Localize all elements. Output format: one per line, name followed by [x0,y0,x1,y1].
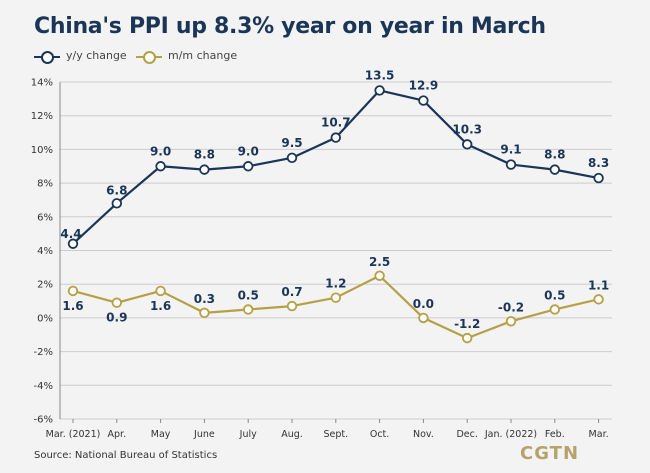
legend-marker-yy [41,51,54,64]
data-label-yy: 8.8 [544,148,565,162]
data-label-mm: 1.6 [62,299,83,313]
x-tick-label: Oct. [370,429,389,440]
y-tick-label: -4% [34,381,53,392]
data-point-mm [155,285,166,297]
y-tick-label: 0% [37,313,53,324]
data-point-mm [418,312,429,324]
y-tick-label: 10% [31,145,53,156]
data-point-mm [462,332,473,344]
series-line-yy [72,89,599,245]
data-point-mm [67,285,79,297]
data-point-mm [286,300,298,312]
y-tick-label: -2% [34,347,53,358]
data-point-mm [330,292,342,303]
y-tick-label: 6% [37,212,53,223]
data-label-yy: 10.7 [321,116,351,130]
brand-logo: CGTN [520,443,580,464]
legend-label-yy: y/y change [66,49,127,62]
legend-label-mm: m/m change [168,49,238,62]
data-label-yy: 9.5 [281,136,302,150]
data-point-mm [199,307,210,319]
data-label-yy: 13.5 [365,68,395,82]
x-tick-label: Dec. [456,429,477,440]
data-label-yy: 9.1 [500,143,521,157]
data-point-yy [199,164,210,175]
x-tick-label: Apr. [108,429,127,440]
data-label-mm: 0.0 [413,297,434,311]
data-point-yy [462,139,473,150]
data-label-mm: 0.3 [194,292,215,306]
y-tick-label: 2% [37,280,53,291]
data-point-mm [549,304,561,315]
x-tick-label: Feb. [545,429,565,440]
y-tick-label: 14% [31,78,53,89]
legend-marker-mm [143,51,156,64]
data-point-yy [330,132,342,143]
data-label-mm: 0.7 [281,285,302,299]
data-point-mm [242,304,254,315]
x-tick-label: Mar. [589,429,609,440]
x-tick-label: Nov. [413,429,434,440]
data-point-yy [67,238,79,249]
data-point-mm [111,297,123,308]
data-label-yy: 10.3 [452,122,482,136]
data-point-yy [593,172,604,184]
data-point-mm [374,270,385,281]
data-point-yy [155,161,166,172]
data-label-yy: 8.8 [194,148,215,162]
data-point-mm [505,316,517,327]
data-label-mm: 0.5 [238,288,259,302]
data-point-yy [111,198,123,209]
chart-title: China's PPI up 8.3% year on year in Marc… [34,14,546,39]
data-label-mm: -0.2 [498,300,524,314]
x-tick-label: Jan. (2022) [484,429,537,440]
data-label-mm: 1.1 [588,278,609,292]
data-point-yy [549,164,561,175]
y-tick-label: 8% [37,179,53,190]
data-label-mm: -1.2 [454,317,480,331]
data-label-mm: 1.6 [150,299,171,313]
data-label-mm: 2.5 [369,255,390,269]
x-tick-label: May [151,429,171,440]
y-tick-label: 4% [37,246,53,257]
data-point-mm [593,294,604,305]
data-label-yy: 9.0 [150,144,171,158]
data-point-yy [505,159,517,170]
x-tick-label: June [193,429,215,440]
data-label-yy: 4.4 [60,227,81,241]
x-tick-label: July [239,429,257,440]
data-point-yy [286,152,298,164]
data-label-yy: 6.8 [106,183,127,197]
y-tick-label: -6% [34,415,53,426]
data-point-yy [374,85,385,96]
data-label-yy: 9.0 [238,144,259,158]
source-note: Source: National Bureau of Statistics [34,450,218,461]
data-label-mm: 1.2 [325,277,346,291]
x-tick-label: Aug. [281,429,303,440]
data-label-yy: 8.3 [588,156,609,170]
data-point-yy [242,161,254,172]
data-label-yy: 12.9 [409,79,439,93]
x-tick-label: Mar. (2021) [46,429,101,440]
x-tick-label: Sept. [323,429,348,440]
data-label-mm: 0.9 [106,311,127,325]
data-label-mm: 0.5 [544,288,565,302]
y-tick-label: 12% [31,111,53,122]
data-point-yy [418,95,429,106]
